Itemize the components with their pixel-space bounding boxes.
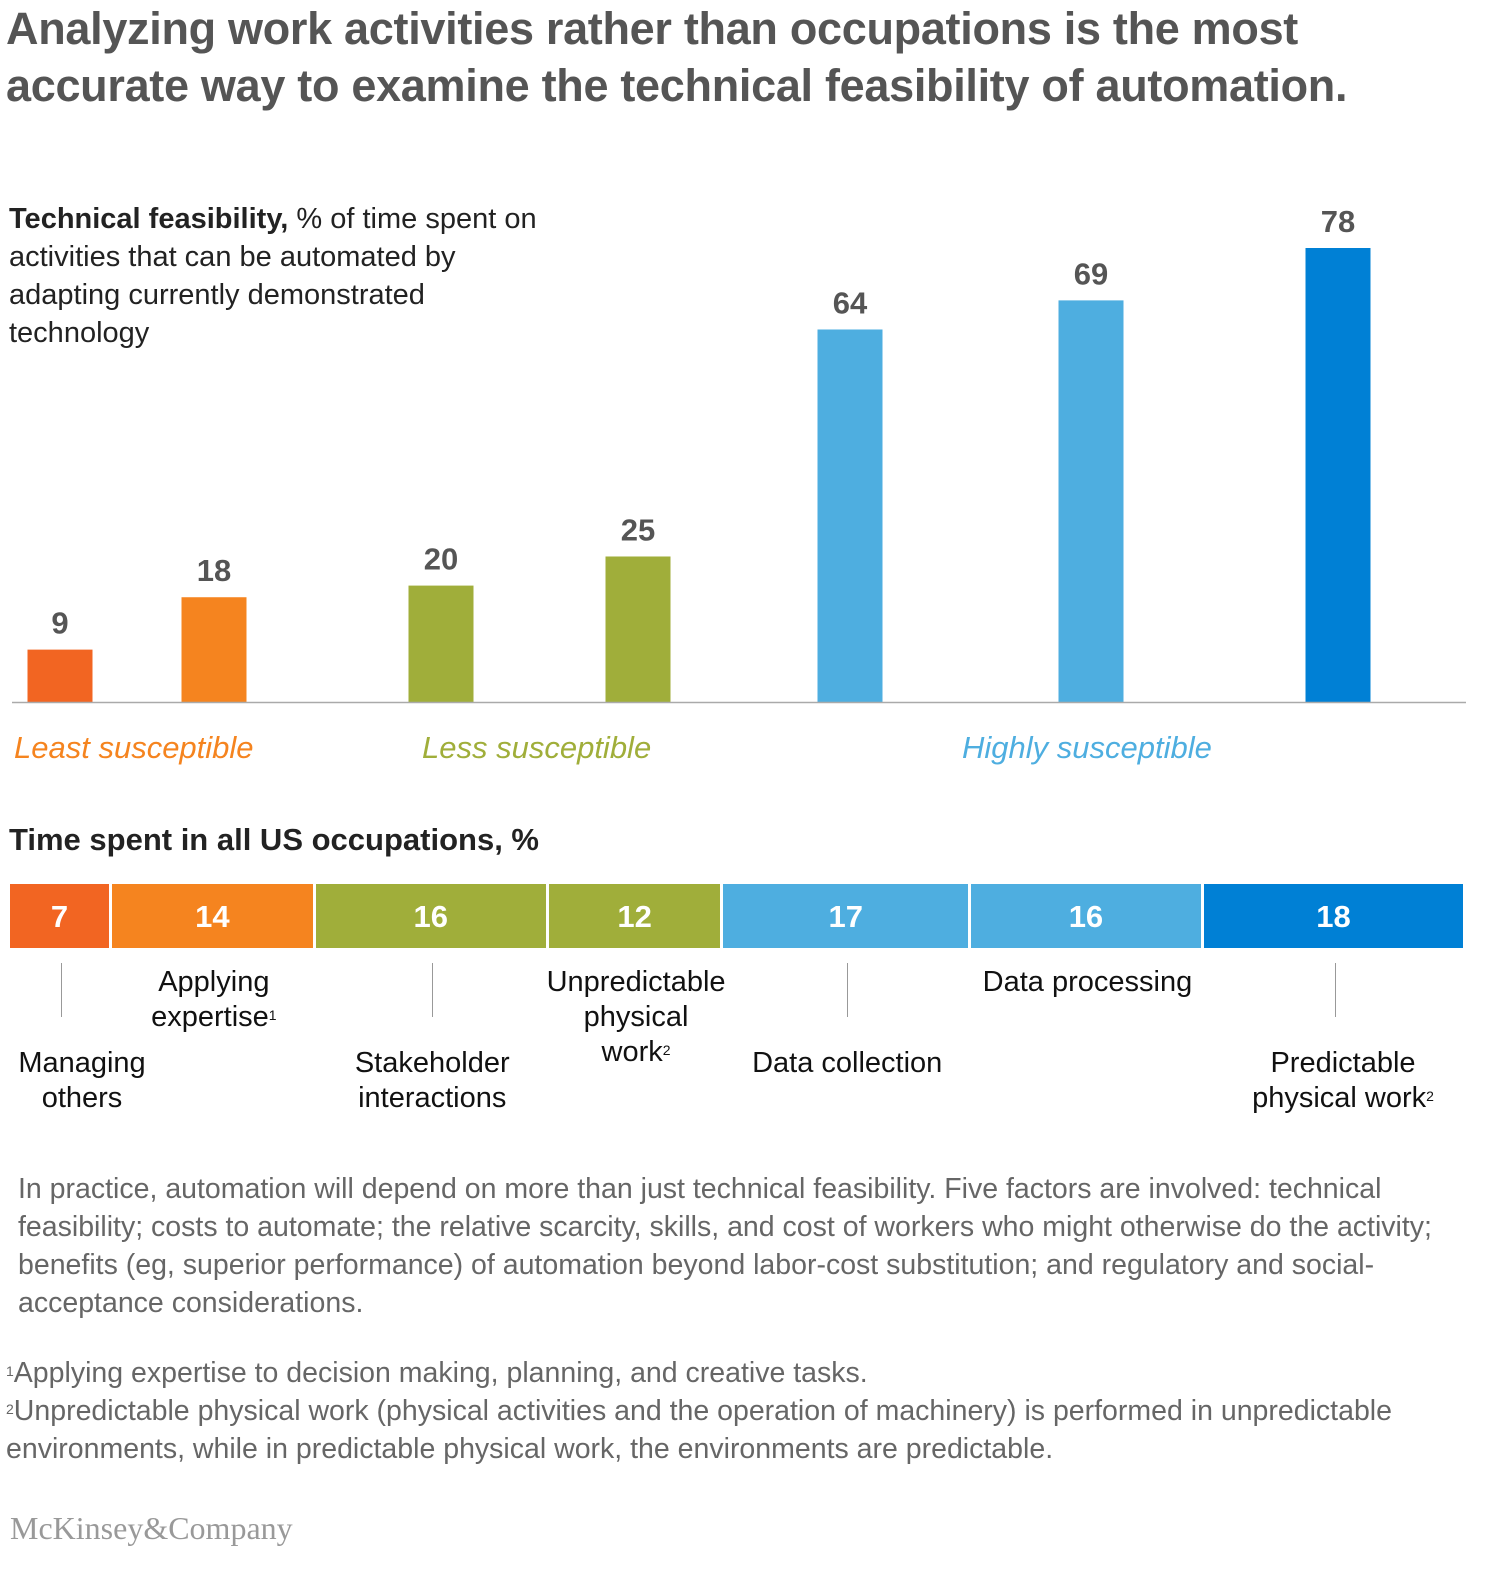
bar-value-label: 9 xyxy=(51,606,68,641)
footnote-text: Applying expertise to decision making, p… xyxy=(13,1357,868,1389)
segment-label: Managing others xyxy=(18,1047,146,1114)
stacked-segment: 14 xyxy=(111,884,313,948)
bar xyxy=(27,649,93,702)
footnote-mark: 1 xyxy=(6,1363,14,1379)
segment-label: Data collection xyxy=(752,1047,943,1079)
stacked-segment: 16 xyxy=(970,884,1201,948)
bar-value-label: 78 xyxy=(1321,204,1355,239)
label-tick xyxy=(1335,963,1336,1017)
bar-value-label: 18 xyxy=(197,553,231,588)
bar-value-label: 25 xyxy=(621,512,655,547)
group-label: Highly susceptible xyxy=(962,730,1212,765)
bar-value-label: 69 xyxy=(1074,256,1108,291)
group-label: Least susceptible xyxy=(14,730,254,765)
bar xyxy=(605,556,671,702)
footnote-mark: 2 xyxy=(6,1401,14,1417)
bar-value-label: 20 xyxy=(424,542,458,577)
segment-label: Predictable physical work2 xyxy=(1252,1047,1434,1114)
stacked-segment: 18 xyxy=(1203,884,1463,948)
segment-label: Applying expertise1 xyxy=(151,966,277,1033)
segment-label: Unpredictable physical work2 xyxy=(546,966,726,1068)
subtitle-rest: % of time spent on activities that can b… xyxy=(9,203,537,349)
bar xyxy=(181,597,247,702)
stacked-segment: 7 xyxy=(10,884,109,948)
footnote-ref: 1 xyxy=(268,1007,277,1023)
bar xyxy=(408,585,474,702)
bar-chart-subtitle: Technical feasibility, % of time spent o… xyxy=(9,200,549,352)
footnote-1: 1Applying expertise to decision making, … xyxy=(6,1354,868,1392)
stacked-bar-title: Time spent in all US occupations, % xyxy=(9,822,539,857)
group-label: Less susceptible xyxy=(422,730,651,765)
footnote-2: 2Unpredictable physical work (physical a… xyxy=(6,1392,1466,1468)
subtitle-bold: Technical feasibility, xyxy=(9,203,289,235)
footnote-text: Unpredictable physical work (physical ac… xyxy=(6,1395,1392,1465)
bar-chart: 9 18 20 25 64 69 78 Least susceptible Less susce… xyxy=(12,204,1466,765)
bar xyxy=(817,329,883,702)
label-tick xyxy=(432,963,433,1017)
segment-label: Stakeholder interactions xyxy=(354,1047,510,1114)
label-tick xyxy=(61,963,62,1017)
page-title: Analyzing work activities rather than oc… xyxy=(6,3,1348,111)
bar xyxy=(1058,300,1124,702)
mckinsey-logo: McKinsey&Company xyxy=(10,1510,293,1546)
bar xyxy=(1305,248,1371,702)
stacked-segment: 17 xyxy=(723,884,968,948)
bar-value-label: 64 xyxy=(833,285,868,320)
note-text: In practice, automation will depend on m… xyxy=(18,1173,1432,1319)
footnote-ref: 2 xyxy=(1426,1088,1434,1104)
segment-label: Data processing xyxy=(982,966,1193,998)
stacked-segment: 16 xyxy=(315,884,546,948)
footnote-ref: 2 xyxy=(662,1042,671,1058)
stacked-segment: 12 xyxy=(548,884,721,948)
label-tick xyxy=(847,963,848,1017)
